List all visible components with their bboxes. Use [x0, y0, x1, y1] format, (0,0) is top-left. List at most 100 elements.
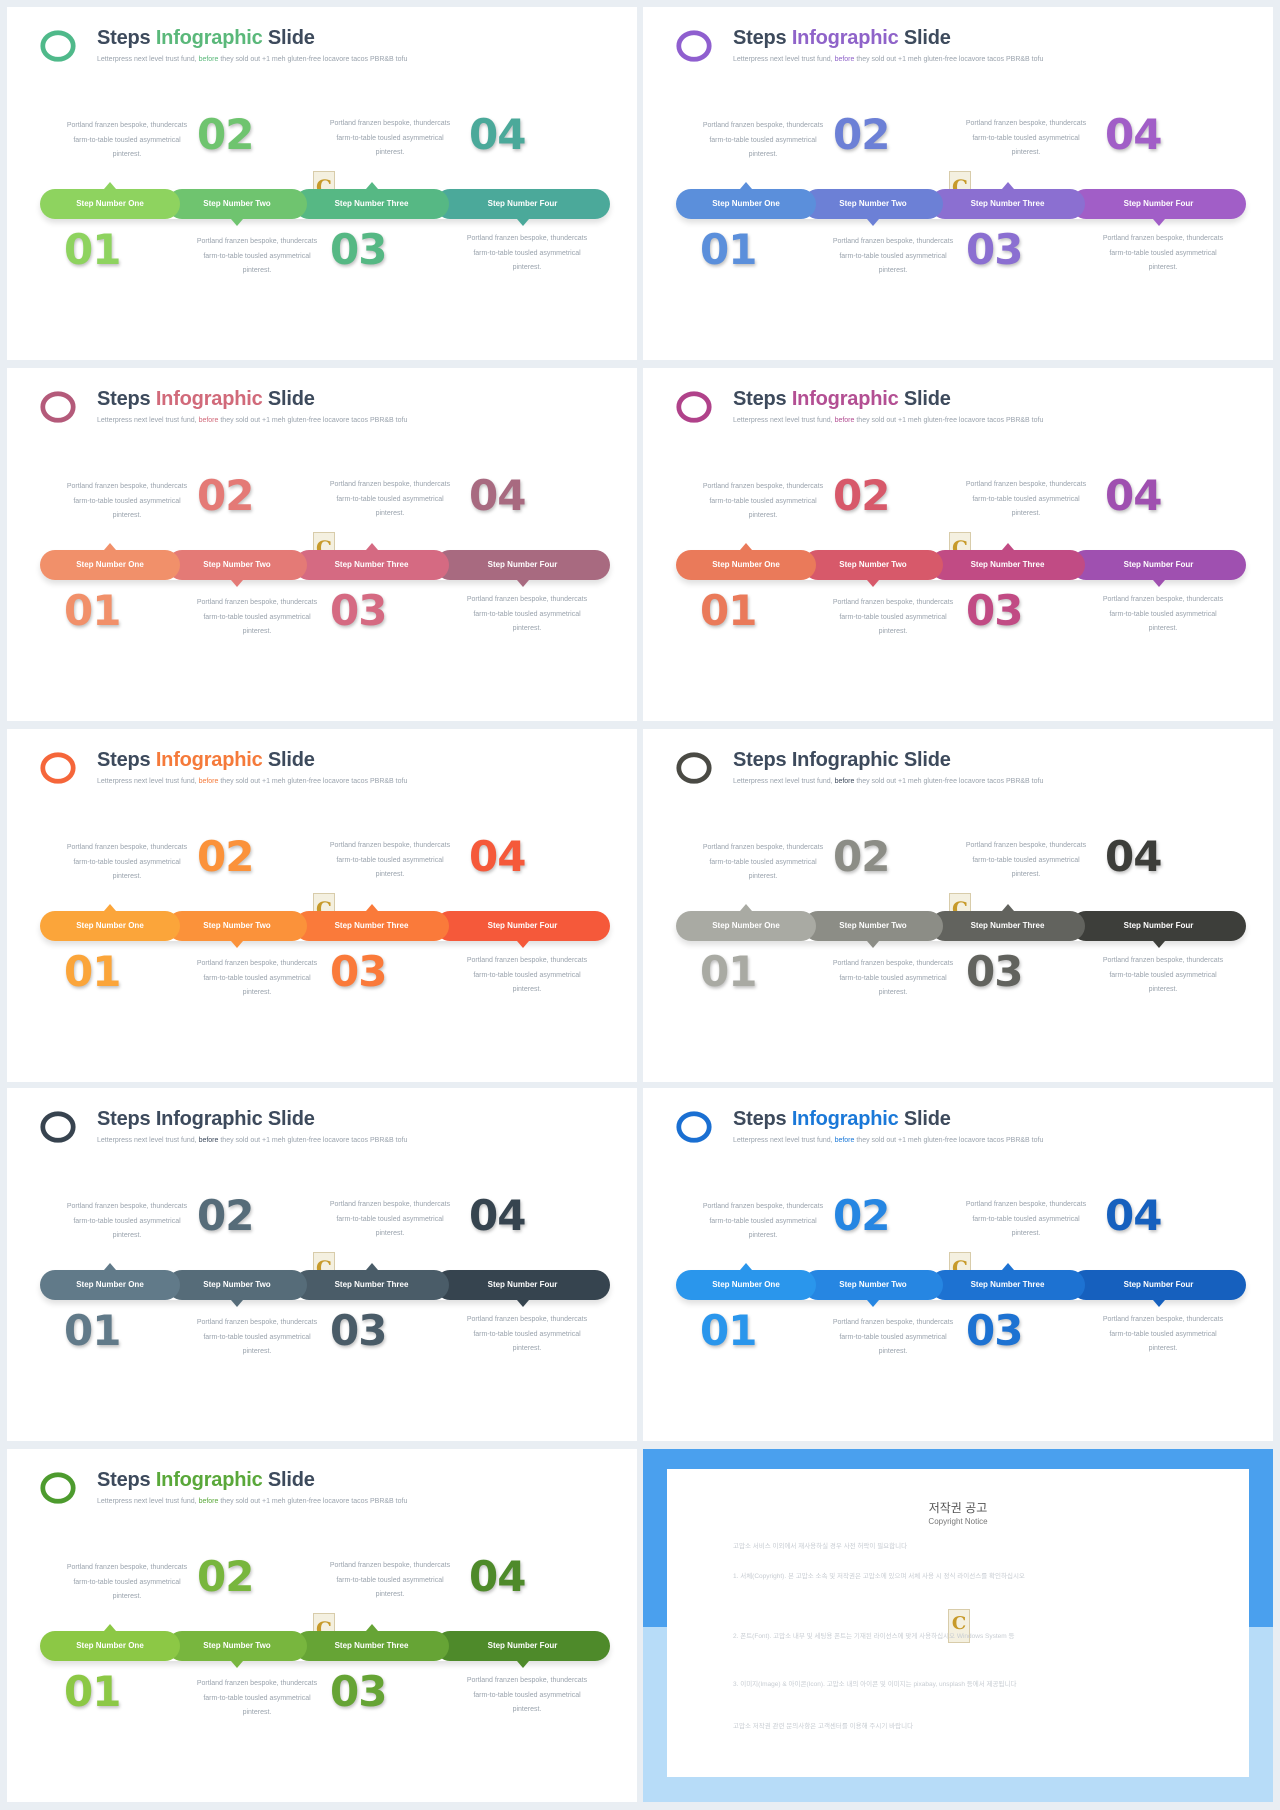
- pointer-up-icon: [740, 543, 752, 550]
- description-line: pinterest.: [112, 1232, 142, 1239]
- description-line: pinterest.: [112, 1593, 142, 1600]
- subtitle-part: they sold out +1 meh gluten-free locavor…: [218, 417, 408, 424]
- description-line: farm-to-table tousled asymmetrical: [73, 1578, 181, 1586]
- step-label: Step Number One: [76, 560, 144, 569]
- description-line: Portland franzen bespoke, thundercats: [329, 481, 451, 488]
- step-number: 03: [966, 1306, 1023, 1355]
- description-line: Portland franzen bespoke, thundercats: [1102, 1316, 1224, 1323]
- step-number: 04: [469, 471, 526, 520]
- description-line: Portland franzen bespoke, thundercats: [329, 842, 451, 849]
- step-label: Step Number One: [712, 199, 780, 208]
- description-line: pinterest.: [512, 264, 542, 271]
- ring-logo-icon: [40, 30, 76, 62]
- subtitle-accent: before: [834, 1137, 855, 1144]
- description-line: farm-to-table tousled asymmetrical: [473, 1691, 581, 1699]
- step-number: 04: [1105, 471, 1162, 520]
- pointer-down-icon: [867, 1300, 879, 1307]
- step-label: Step Number Three: [970, 1280, 1045, 1289]
- step-segment: Step Number Three: [294, 182, 449, 219]
- step-number: 04: [1105, 1191, 1162, 1240]
- subtitle-part: they sold out +1 meh gluten-free locavor…: [854, 56, 1044, 63]
- pointer-up-icon: [104, 1263, 116, 1270]
- step-number: 04: [469, 832, 526, 881]
- step-segment: Step Number Two: [167, 1631, 307, 1668]
- notice-paragraph: 고맙소 서비스 이외에서 재사용하실 경우 사전 허락이 필요합니다: [733, 1543, 908, 1550]
- description-line: farm-to-table tousled asymmetrical: [972, 856, 1080, 864]
- step-description: Portland franzen bespoke, thundercats fa…: [961, 117, 1091, 161]
- description-line: Portland franzen bespoke, thundercats: [329, 1562, 451, 1569]
- description-line: farm-to-table tousled asymmetrical: [709, 136, 817, 144]
- step-description: Portland franzen bespoke, thundercats fa…: [961, 478, 1091, 522]
- step-segment: Step Number Three: [930, 1263, 1085, 1300]
- step-segment: Step Number Three: [930, 543, 1085, 580]
- step-label: Step Number Two: [203, 1641, 271, 1650]
- step-description: Portland franzen bespoke, thundercats fa…: [1098, 593, 1228, 637]
- description-line: farm-to-table tousled asymmetrical: [336, 856, 444, 864]
- slide-subtitle: Letterpress next level trust fund, befor…: [97, 1498, 407, 1505]
- description-line: pinterest.: [512, 625, 542, 632]
- title-accent: Infographic: [791, 388, 899, 410]
- subtitle-part: they sold out +1 meh gluten-free locavor…: [218, 56, 408, 63]
- description-line: pinterest.: [375, 871, 405, 878]
- pointer-down-icon: [1152, 219, 1165, 226]
- infographic-slide: Steps Infographic Slide Letterpress next…: [7, 1449, 637, 1802]
- step-segment: Step Number Three: [294, 1624, 449, 1661]
- pointer-down-icon: [516, 580, 529, 587]
- step-number: 03: [330, 225, 387, 274]
- description-line: Portland franzen bespoke, thundercats: [466, 235, 588, 242]
- step-segment: Step Number Two: [167, 189, 307, 226]
- step-label: Step Number Four: [487, 199, 558, 208]
- subtitle-accent: before: [198, 56, 219, 63]
- step-label: Step Number Three: [970, 560, 1045, 569]
- step-number: 01: [700, 947, 757, 996]
- title-part: Steps: [733, 749, 792, 771]
- step-number: 04: [469, 1191, 526, 1240]
- pointer-down-icon: [231, 219, 243, 226]
- step-number: 03: [330, 1306, 387, 1355]
- step-segment: Step Number One: [40, 182, 180, 219]
- ring-logo-icon: [40, 391, 76, 423]
- title-part: Slide: [262, 749, 315, 771]
- step-number: 01: [700, 1306, 757, 1355]
- description-line: pinterest.: [375, 1591, 405, 1598]
- step-segment: Step Number Three: [930, 904, 1085, 941]
- step-description: Portland franzen bespoke, thundercats fa…: [462, 1313, 592, 1357]
- step-segment: Step Number Four: [435, 550, 610, 587]
- description-line: pinterest.: [878, 628, 908, 635]
- pointer-down-icon: [867, 219, 879, 226]
- title-part: Steps: [733, 388, 792, 410]
- step-number: 01: [64, 225, 121, 274]
- step-label: Step Number One: [712, 1280, 780, 1289]
- description-line: Portland franzen bespoke, thundercats: [196, 960, 318, 967]
- notice-paragraph: 고맙소 저작권 관련 문의사항은 고객센터를 이용해 주시기 바랍니다: [733, 1723, 914, 1730]
- pointer-down-icon: [1152, 1300, 1165, 1307]
- step-description: Portland franzen bespoke, thundercats fa…: [325, 839, 455, 883]
- step-description: Portland franzen bespoke, thundercats fa…: [192, 957, 322, 1001]
- step-segment: Step Number Four: [1071, 911, 1246, 948]
- step-label: Step Number Four: [1123, 199, 1194, 208]
- notice-paragraph: 3. 이미지(Image) & 아이콘(Icon). 고맙소 내의 아이콘 및 …: [733, 1681, 1017, 1688]
- step-segment: Step Number Four: [1071, 189, 1246, 226]
- step-description: Portland franzen bespoke, thundercats fa…: [462, 1674, 592, 1718]
- step-description: Portland franzen bespoke, thundercats fa…: [192, 235, 322, 279]
- pointer-up-icon: [365, 1263, 378, 1270]
- pointer-up-icon: [740, 1263, 752, 1270]
- description-line: pinterest.: [878, 989, 908, 996]
- description-line: farm-to-table tousled asymmetrical: [203, 613, 311, 621]
- slide-title: Steps Infographic Slide: [97, 388, 315, 411]
- pointer-down-icon: [1152, 941, 1165, 948]
- step-label: Step Number Two: [203, 1280, 271, 1289]
- pointer-down-icon: [231, 1661, 243, 1668]
- title-accent: Infographic: [791, 749, 899, 771]
- slide-title: Steps Infographic Slide: [97, 1108, 315, 1131]
- slide-subtitle: Letterpress next level trust fund, befor…: [97, 1137, 407, 1144]
- steps-bar: Step Number Four Step Number Three Step …: [40, 1263, 610, 1307]
- steps-bar: Step Number Four Step Number Three Step …: [676, 182, 1246, 226]
- subtitle-part: Letterpress next level trust fund,: [97, 417, 199, 424]
- description-line: pinterest.: [1148, 625, 1178, 632]
- step-label: Step Number Four: [1123, 560, 1194, 569]
- subtitle-part: they sold out +1 meh gluten-free locavor…: [854, 778, 1044, 785]
- subtitle-part: Letterpress next level trust fund,: [733, 56, 835, 63]
- pointer-up-icon: [740, 182, 752, 189]
- description-line: pinterest.: [1011, 510, 1041, 517]
